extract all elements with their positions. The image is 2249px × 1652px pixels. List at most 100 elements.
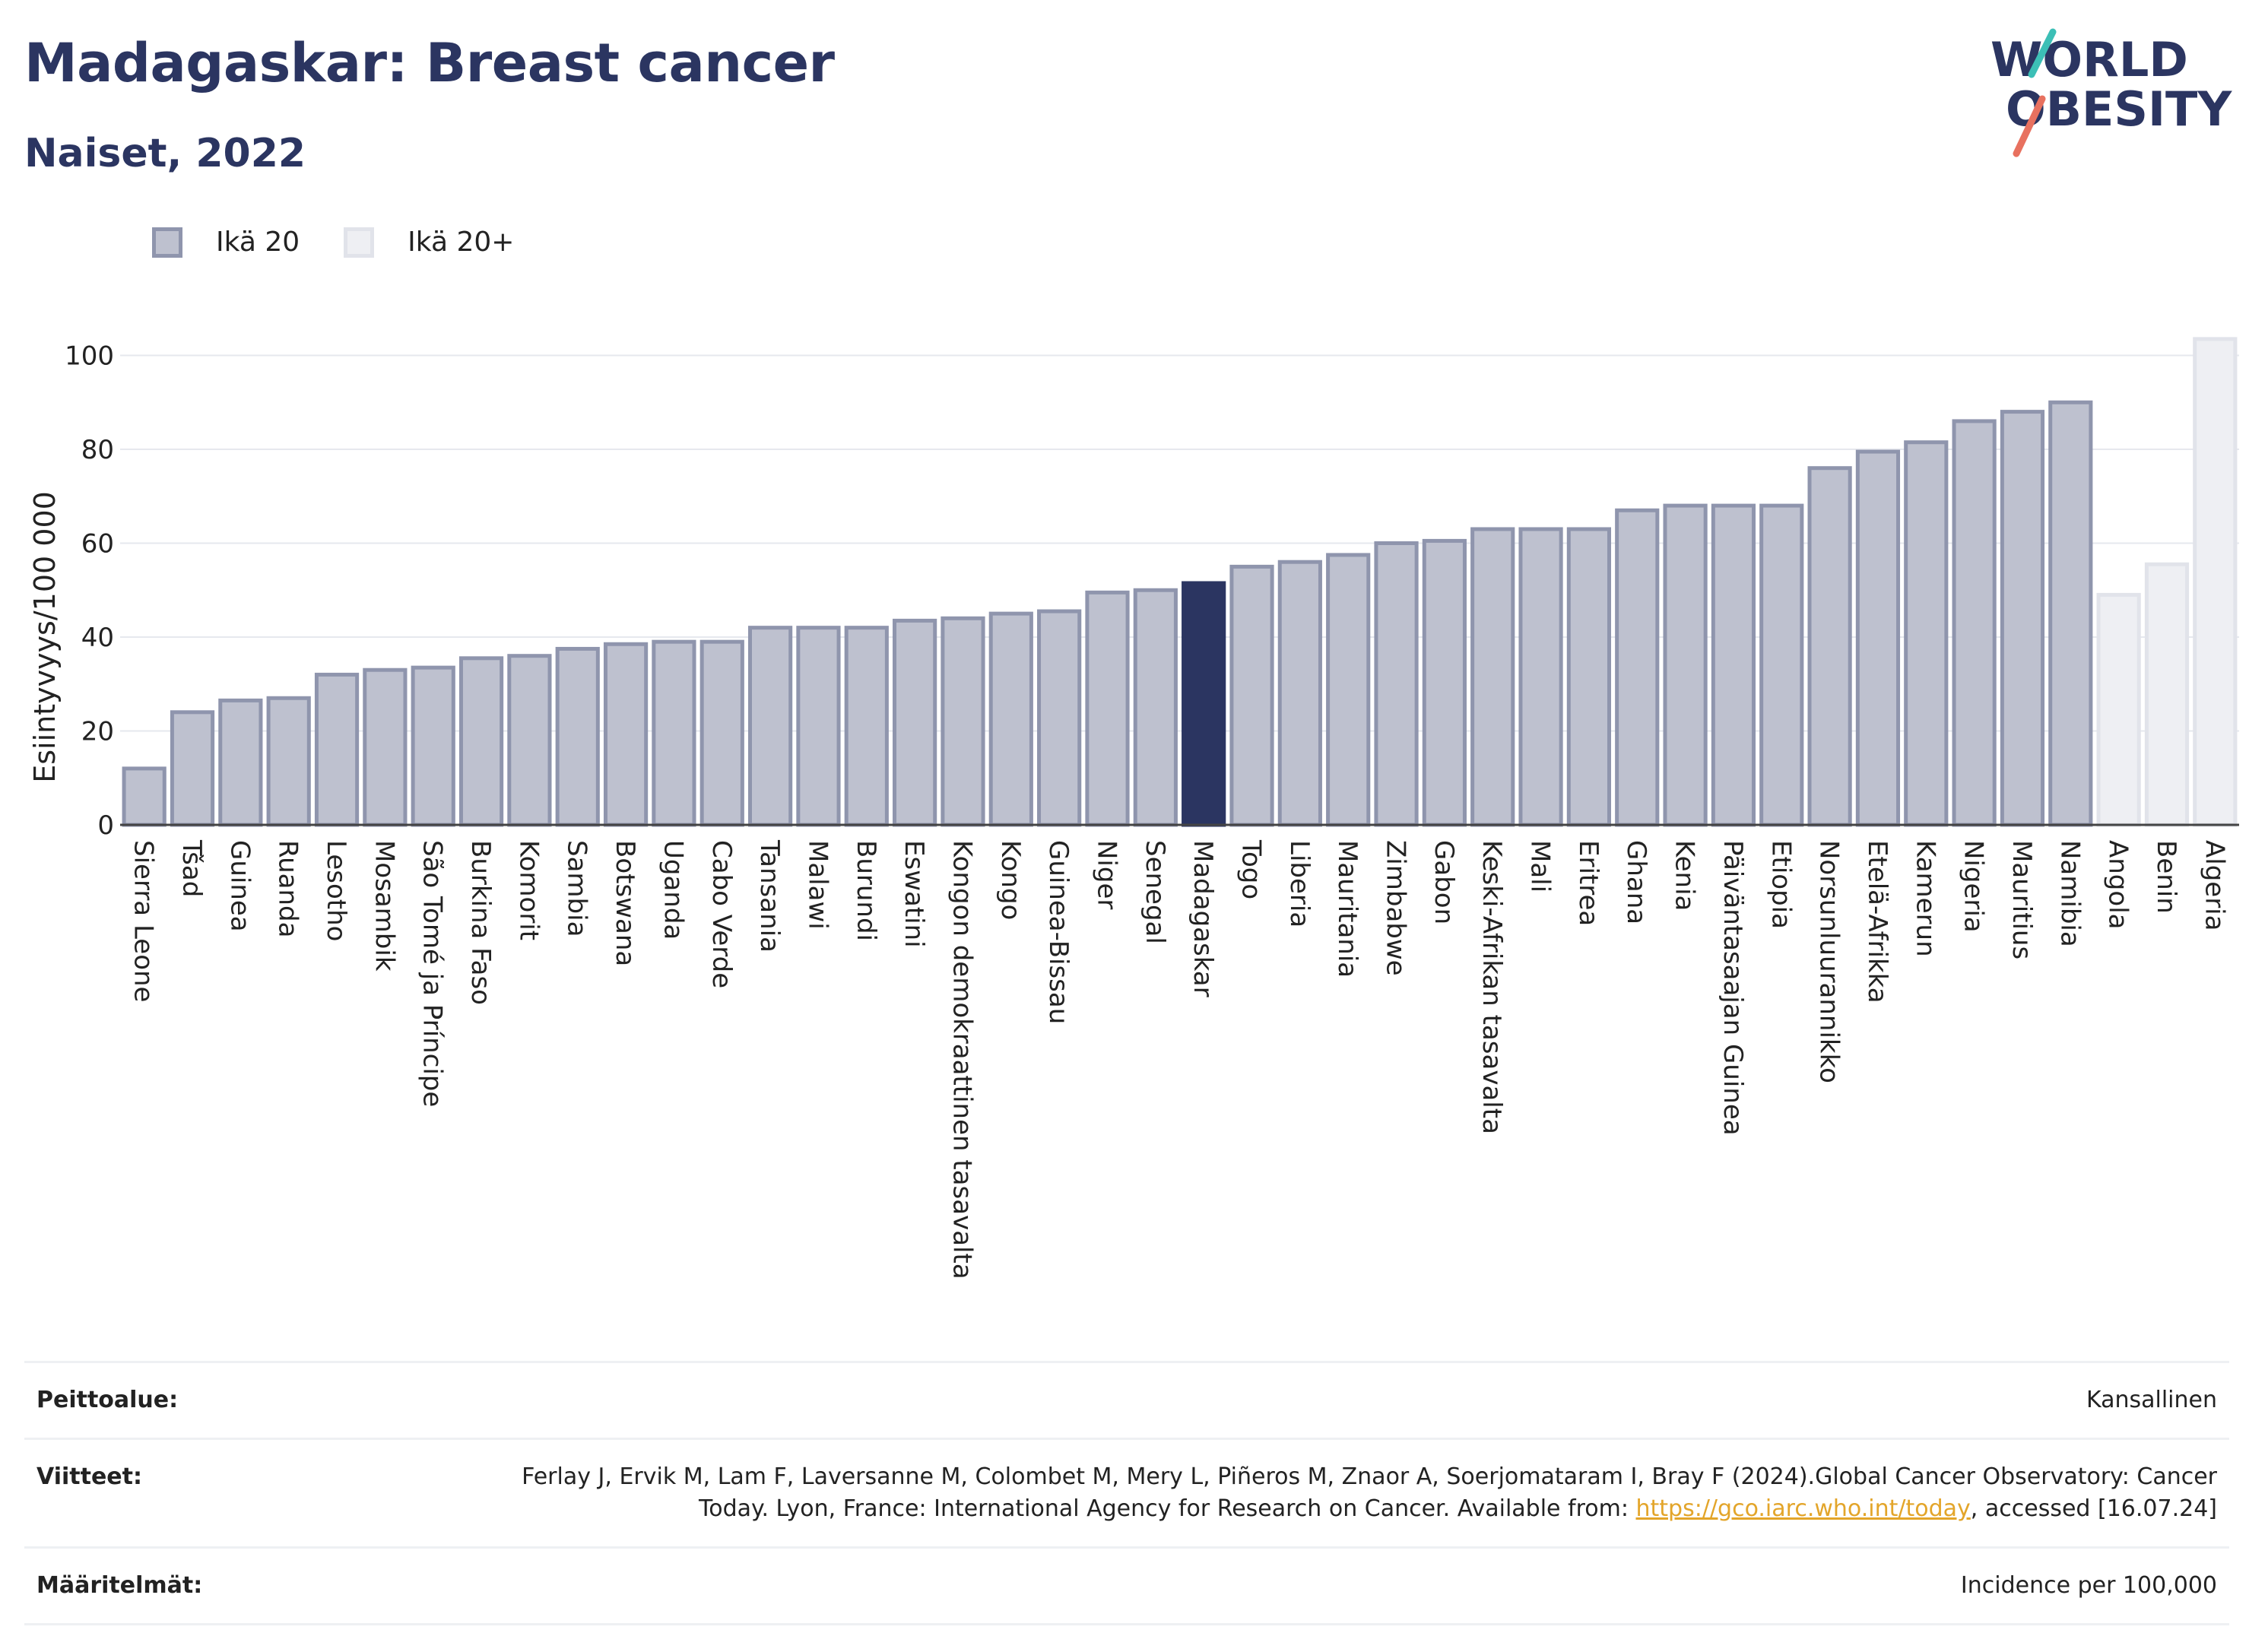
x-tick-label: Tansania [754, 839, 785, 953]
bar-guinea [218, 698, 263, 827]
svg-text:WORLD: WORLD [1990, 32, 2188, 87]
x-tick-label: Ruanda [273, 840, 303, 937]
x-tick-label: Kongo [995, 840, 1026, 920]
x-tick-label: Päiväntasaajan Guinea [1718, 840, 1748, 1136]
bar-kongon-demokraattinen-tasavalta [941, 616, 985, 827]
bar-cabo-verde [699, 639, 744, 827]
x-tick-label: Sierra Leone [128, 840, 159, 1002]
x-tick-label: Eritrea [1573, 840, 1603, 926]
definitions-label: Määritelmät: [36, 1572, 203, 1599]
bar-senegal [1133, 588, 1178, 827]
x-tick-label: Malawi [802, 840, 833, 930]
x-tick-label: Madagaskar [1188, 840, 1218, 997]
x-tick-label: São Tomé ja Príncipe [417, 840, 448, 1107]
x-tick-label: Mauritania [1332, 840, 1362, 978]
bar-chart: 0 20 40 60 80 100 Sierra Leone Tšad Guinea Ruanda… [28, 337, 2239, 1279]
bar-komorit [507, 654, 552, 827]
chart-subtitle: Naiset, 2022 [24, 131, 306, 176]
x-tick-label: Zimbabwe [1381, 840, 1411, 976]
x-tick-label: Gabon [1429, 840, 1459, 924]
x-tick-label: Kenia [1670, 840, 1700, 911]
bar-ruanda [266, 696, 311, 827]
x-tick-label: Lesotho [321, 840, 351, 941]
legend-label-age-20-plus: Ikä 20+ [408, 227, 515, 258]
x-tick-label: Mosambik [369, 840, 399, 972]
bar-t-ad [170, 710, 215, 827]
x-tick-label: Algeria [2199, 840, 2229, 931]
x-tick-label: Nigeria [1959, 840, 1989, 933]
bar-nigeria [1952, 419, 1997, 827]
bar-mauritania [1326, 553, 1371, 827]
y-tick-label: 0 [97, 810, 114, 841]
bar-lesotho [314, 672, 360, 827]
x-tick-label: Guinea [224, 840, 255, 932]
y-tick-label: 80 [81, 435, 114, 465]
references-link[interactable]: https://gco.iarc.who.int/today [1635, 1495, 1971, 1522]
metadata-table: Peittoalue: Kansallinen Viitteet: Ferlay… [24, 1361, 2229, 1625]
x-tick-label: Burundi [851, 840, 881, 941]
x-tick-label: Benin [2151, 840, 2181, 914]
bar-etiopia [1759, 503, 1804, 827]
legend-item-age-20-plus[interactable]: Ikä 20+ [344, 227, 514, 258]
x-tick-label: Namibia [2054, 840, 2085, 947]
bar-madagaskar [1182, 581, 1226, 827]
bar-uganda [652, 639, 696, 827]
bar-namibia [2048, 400, 2093, 827]
bar-sierra-leone [122, 766, 167, 827]
chart-legend: Ikä 20 Ikä 20+ [152, 227, 558, 258]
bar-kamerun [1904, 440, 1949, 827]
bars [122, 337, 2238, 827]
bar-malawi [796, 626, 841, 827]
y-tick-label: 40 [81, 623, 114, 653]
x-tick-label: Eswatini [899, 840, 929, 948]
x-tick-label: Cabo Verde [706, 840, 737, 988]
x-tick-label: Angola [2103, 840, 2133, 929]
references-row: Viitteet: Ferlay J, Ervik M, Lam F, Lave… [24, 1438, 2229, 1546]
x-tick-label: Uganda [658, 840, 688, 940]
bar-tansania [747, 626, 793, 827]
bar-keski-afrikan-tasavalta [1470, 527, 1515, 827]
x-tick-label: Ghana [1621, 840, 1651, 924]
x-tick-label: Liberia [1284, 840, 1315, 927]
x-tick-label: Mali [1525, 840, 1556, 893]
bar-kongo [988, 611, 1033, 827]
y-tick-label: 60 [81, 529, 114, 560]
bar-norsunluurannikko [1807, 466, 1852, 827]
x-tick-label: Botswana [610, 840, 640, 966]
chart-title: Madagaskar: Breast cancer [24, 32, 835, 94]
bar-burkina-faso [458, 656, 504, 827]
x-tick-label: Etiopia [1765, 840, 1796, 929]
coverage-row: Peittoalue: Kansallinen [24, 1361, 2229, 1438]
bar-mali [1518, 527, 1563, 827]
legend-item-age-20[interactable]: Ikä 20 [152, 227, 300, 258]
bar-mauritius [2000, 410, 2045, 827]
bar-s-o-tom-ja-pr-ncipe [411, 665, 455, 827]
bar-benin [2144, 562, 2190, 827]
bar-gabon [1422, 538, 1467, 827]
bar-sambia [555, 646, 600, 827]
bar-angola [2096, 592, 2141, 827]
x-tick-label: Etelä-Afrikka [1862, 840, 1892, 1004]
bar-liberia [1277, 560, 1322, 827]
x-tick-label: Togo [1236, 839, 1267, 899]
definitions-row: Määritelmät: Incidence per 100,000 [24, 1546, 2229, 1625]
x-tick-label: Komorit [513, 840, 544, 940]
bar-eswatini [893, 618, 937, 827]
references-suffix: , accessed [16.07.24] [1970, 1495, 2217, 1522]
x-tick-label: Burkina Faso [465, 840, 496, 1005]
x-tick-label: Senegal [1140, 840, 1170, 944]
x-tick-label: Sambia [562, 840, 592, 937]
bar-togo [1229, 564, 1274, 827]
references-value: Ferlay J, Ervik M, Lam F, Laversanne M, … [506, 1461, 2217, 1525]
x-tick-label: Mauritius [2006, 840, 2037, 959]
bar-p-iv-ntasaajan-guinea [1711, 503, 1756, 827]
bar-kenia [1663, 503, 1708, 827]
y-tick-label: 100 [65, 341, 114, 372]
references-text: Ferlay J, Ervik M, Lam F, Laversanne M, … [522, 1463, 2217, 1522]
bar-guinea-bissau [1037, 609, 1082, 827]
bar-eritrea [1566, 527, 1612, 827]
bar-etel-afrikka [1855, 449, 1901, 827]
x-tick-label: Keski-Afrikan tasavalta [1477, 840, 1507, 1134]
bar-zimbabwe [1374, 541, 1419, 827]
bar-algeria [2193, 337, 2238, 827]
